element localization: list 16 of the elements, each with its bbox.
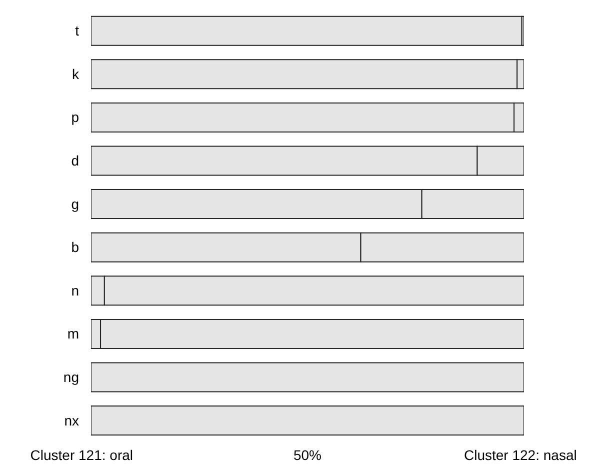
y-tick-label: t — [75, 22, 80, 39]
text: 50% — [293, 447, 322, 463]
y-tick-label: p — [71, 109, 80, 126]
y-tick-label: m — [67, 326, 79, 342]
y-tick-label: g — [71, 196, 79, 212]
y-tick-label: nx — [64, 412, 79, 428]
y-tick-label: b — [71, 239, 80, 256]
bar — [91, 362, 524, 392]
bar — [91, 406, 524, 436]
y-tick-label: ng — [63, 369, 79, 386]
y-tick-label: d — [71, 152, 79, 169]
y-tick-label: n — [71, 282, 79, 298]
text: Cluster 122: nasal — [464, 447, 577, 463]
y-tick-label: k — [72, 66, 80, 82]
bar — [91, 16, 522, 46]
text: Cluster 121: oral — [30, 447, 133, 463]
